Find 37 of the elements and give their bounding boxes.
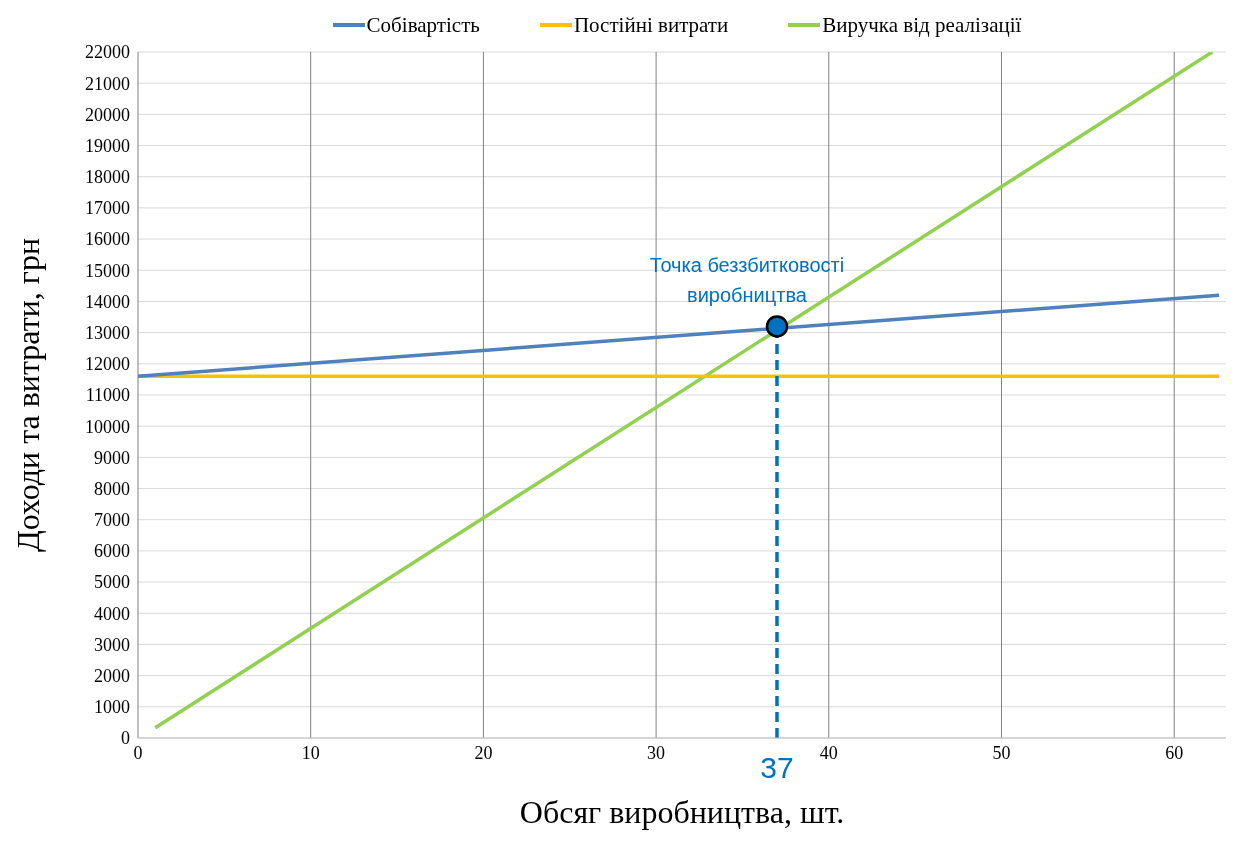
y-tick-label: 4000 [94,603,130,624]
x-tick-label: 60 [1165,742,1184,763]
y-axis-title: Доходи та витрати, грн [10,237,47,553]
x-axis-title: Обсяг виробництва, шт. [519,794,845,830]
y-tick-label: 3000 [94,634,130,655]
legend-label: Постійні витрати [573,12,729,38]
y-tick-label: 16000 [85,229,130,250]
y-tick-label: 18000 [85,167,130,188]
x-tick-label: 30 [647,742,666,763]
y-tick-label: 10000 [85,416,130,437]
y-tick-label: 1000 [94,697,130,718]
y-tick-label: 9000 [94,447,130,468]
x-tick-label: 50 [992,742,1011,763]
legend-label: Виручка від реалізації [822,12,1022,38]
y-tick-label: 19000 [85,135,130,156]
y-tick-label: 8000 [94,478,130,499]
y-tick-label: 22000 [85,42,130,63]
x-tick-label: 40 [819,742,838,763]
y-tick-label: 2000 [94,666,130,687]
y-tick-label: 20000 [85,104,130,125]
y-tick-label: 6000 [94,541,130,562]
y-tick-label: 14000 [85,291,130,312]
y-tick-label: 15000 [85,260,130,281]
y-tick-label: 21000 [85,73,130,94]
y-tick-label: 7000 [94,510,130,531]
y-tick-label: 12000 [85,354,130,375]
ref-line-label: 37 [760,751,794,784]
y-tick-label: 11000 [85,385,130,406]
legend-label: Собівартість [366,12,480,38]
x-tick-label: 20 [474,742,493,763]
y-tick-label: 5000 [94,572,130,593]
y-tick-label: 0 [121,728,130,749]
y-tick-label: 17000 [85,198,130,219]
annotation: Точка беззбитковості виробництва [649,254,845,307]
y-tick-label: 13000 [85,323,130,344]
x-tick-label: 0 [133,742,143,763]
x-tick-label: 10 [301,742,320,763]
